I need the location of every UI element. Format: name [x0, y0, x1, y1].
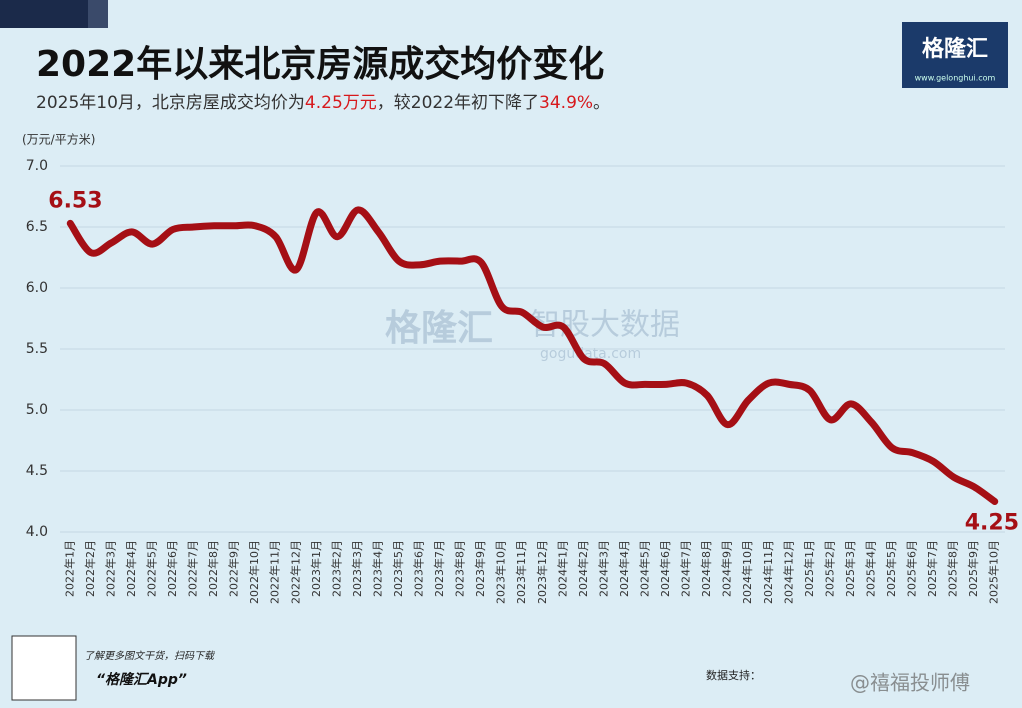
x-tick-label: 2025年9月: [966, 540, 980, 597]
x-tick-label: 2022年2月: [83, 540, 97, 597]
y-tick-label: 6.0: [26, 280, 48, 296]
x-tick-label: 2023年7月: [432, 540, 446, 597]
subtitle-part: 。: [593, 93, 610, 113]
corner-block: [88, 0, 108, 28]
logo-name: 格隆汇: [922, 36, 988, 62]
x-tick-label: 2022年6月: [165, 540, 179, 597]
x-tick-label: 2024年2月: [576, 540, 590, 597]
x-tick-label: 2023年8月: [453, 540, 467, 597]
qr-code: [11, 635, 77, 701]
x-tick-label: 2024年7月: [679, 540, 693, 597]
x-tick-label: 2023年9月: [473, 540, 487, 597]
x-tick-label: 2022年1月: [62, 540, 76, 597]
subtitle: 2025年10月，北京房屋成交均价为4.25万元，较2022年初下降了34.9%…: [36, 93, 610, 113]
x-tick-label: 2023年1月: [309, 540, 323, 597]
source: 数据支持：: [706, 668, 761, 682]
x-tick-label: 2022年3月: [103, 540, 117, 597]
x-tick-label: 2022年9月: [227, 540, 241, 597]
x-tick-label: 2022年4月: [124, 540, 138, 597]
x-tick-label: 2024年3月: [596, 540, 610, 597]
line: [66, 206, 999, 505]
x-tick-label: 2022年5月: [144, 540, 158, 597]
y-axis-label: (万元/平方米): [22, 132, 95, 147]
x-tick-label: 2023年2月: [329, 540, 343, 597]
chart-title: 2022年以来北京房源成交均价变化: [36, 43, 604, 85]
x-tick-label: 2022年10月: [247, 540, 261, 604]
data-label: 6.53: [48, 188, 102, 213]
app-name: “格隆汇App”: [96, 671, 187, 688]
x-tick-label: 2024年8月: [699, 540, 713, 597]
subtitle-highlight: 34.9%: [539, 93, 593, 113]
subtitle-highlight: 4.25万元: [305, 93, 377, 113]
x-tick-label: 2022年8月: [206, 540, 220, 597]
y-tick-label: 4.0: [26, 524, 48, 540]
x-tick-label: 2025年10月: [987, 540, 1001, 604]
x-tick-label: 2024年10月: [740, 540, 754, 604]
logo-url: www.gelonghui.com: [915, 74, 996, 83]
x-tick-label: 2024年5月: [637, 540, 651, 597]
x-tick-label: 2024年9月: [720, 540, 734, 597]
x-tick-label: 2025年6月: [905, 540, 919, 597]
weibo-watermark: @禧福投师傅: [850, 671, 970, 695]
y-tick-label: 5.5: [26, 341, 48, 357]
x-tick-label: 2023年10月: [494, 540, 508, 604]
y-tick-label: 5.0: [26, 402, 48, 418]
subtitle-part: 2025年10月，北京房屋成交均价为: [36, 93, 305, 113]
x-tick-label: 2023年5月: [391, 540, 405, 597]
data-label: 4.25: [965, 511, 1019, 536]
x-tick-label: 2025年4月: [863, 540, 877, 597]
y-tick-label: 6.5: [26, 219, 48, 235]
y-tick-label: 4.5: [26, 463, 48, 479]
watermark-url: gogudata.com: [540, 346, 641, 362]
x-tick-label: 2024年11月: [761, 540, 775, 604]
x-tick-label: 2025年1月: [802, 540, 816, 597]
x-tick-label: 2022年11月: [268, 540, 282, 604]
x-tick-label: 2023年6月: [412, 540, 426, 597]
x-tick-label: 2023年12月: [535, 540, 549, 604]
x-tick-label: 2025年5月: [884, 540, 898, 597]
x-tick-label: 2024年1月: [555, 540, 569, 597]
x-tick-label: 2025年8月: [946, 540, 960, 597]
x-tick-label: 2025年7月: [925, 540, 939, 597]
x-tick-label: 2024年12月: [781, 540, 795, 604]
x-tick-label: 2025年3月: [843, 540, 857, 597]
x-tick-label: 2025年2月: [822, 540, 836, 597]
x-tick-label: 2023年4月: [370, 540, 384, 597]
x-tick-label: 2023年3月: [350, 540, 364, 597]
x-tick-label: 2024年6月: [658, 540, 672, 597]
x-tick-label: 2022年7月: [186, 540, 200, 597]
y-tick-label: 7.0: [26, 158, 48, 174]
qr-text: 了解更多图文干货，扫码下载: [84, 650, 216, 662]
x-tick-label: 2023年11月: [514, 540, 528, 604]
subtitle-part: ，较2022年初下降了: [377, 93, 539, 113]
x-tick-label: 2024年4月: [617, 540, 631, 597]
logo-box: [902, 22, 1008, 88]
x-tick-label: 2022年12月: [288, 540, 302, 604]
watermark-name: 格隆汇: [385, 308, 493, 349]
